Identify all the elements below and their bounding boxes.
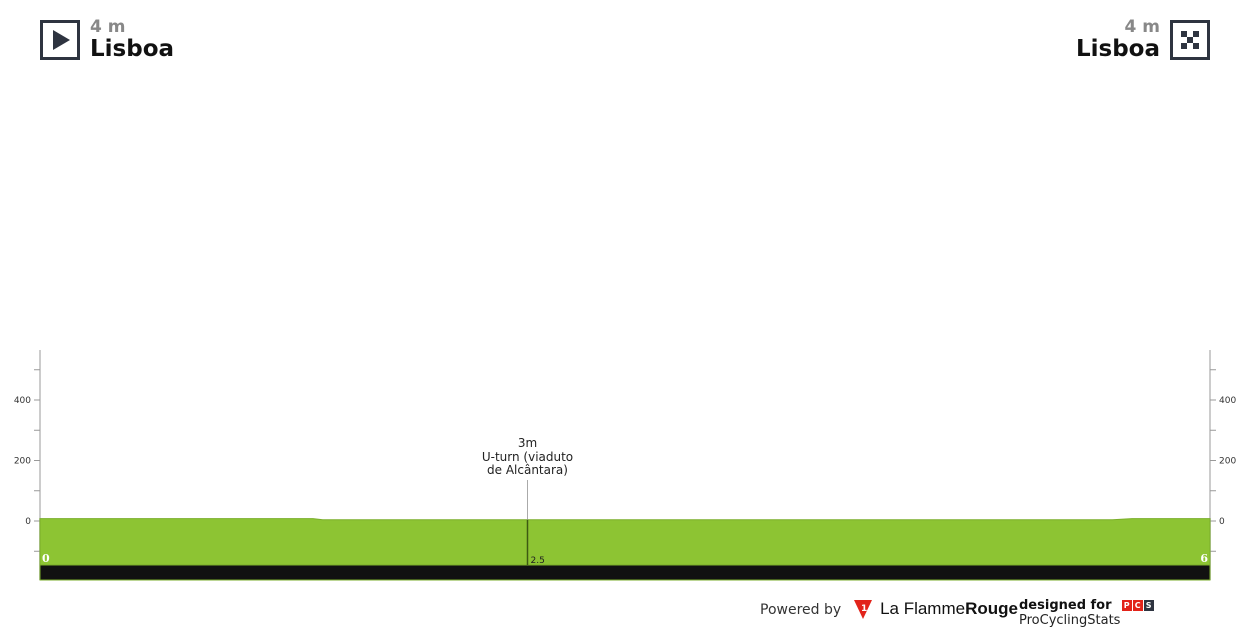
finish-info: 4 m Lisboa: [1076, 18, 1160, 62]
annotation-altitude: 3m: [518, 436, 537, 450]
start-icon-box: [40, 20, 80, 60]
pcs-letter: S: [1143, 600, 1154, 611]
brand-light: La Flamme: [880, 599, 966, 618]
profile-area: [39, 518, 1211, 566]
start-info: 4 m Lisboa: [90, 18, 174, 62]
y-tick-label-left: 400: [14, 396, 31, 406]
ground-band: [39, 564, 1211, 581]
x-tick-label-start: 0: [42, 552, 50, 565]
x-tick-label-end: 6: [1200, 552, 1208, 565]
y-tick-label-left: 200: [14, 457, 31, 467]
pcs-name: ProCyclingStats: [1019, 613, 1121, 628]
designed-for-label: designed for: [1019, 598, 1112, 613]
pcs-letter: P: [1121, 600, 1132, 611]
y-tick-label-right: 400: [1219, 396, 1236, 406]
y-tick-label-left: 0: [25, 517, 31, 527]
annotation-label: de Alcântara): [487, 463, 568, 477]
y-tick-label-right: 200: [1219, 457, 1236, 467]
finish-icon-box: [1170, 20, 1210, 60]
svg-text:1: 1: [861, 604, 867, 614]
finish-altitude: 4 m: [1124, 17, 1160, 37]
finish-city: Lisboa: [1075, 36, 1160, 62]
brand-bold: Rouge: [965, 599, 1018, 618]
y-tick-label-right: 0: [1219, 517, 1225, 527]
checkered-flag-icon: [1181, 31, 1199, 49]
start-altitude: 4 m: [90, 17, 126, 37]
annotation-label: U-turn (viaduto: [482, 450, 573, 464]
start-city: Lisboa: [90, 36, 175, 62]
powered-by-label: Powered by: [760, 602, 842, 618]
annotation-km-label: 2.5: [531, 556, 545, 566]
play-triangle-icon: [53, 30, 70, 50]
powered-by: Powered by 1 La FlammeRouge: [760, 598, 1018, 620]
pcs-letter: C: [1132, 600, 1143, 611]
la-flamme-rouge-logo-icon: 1: [853, 600, 872, 619]
